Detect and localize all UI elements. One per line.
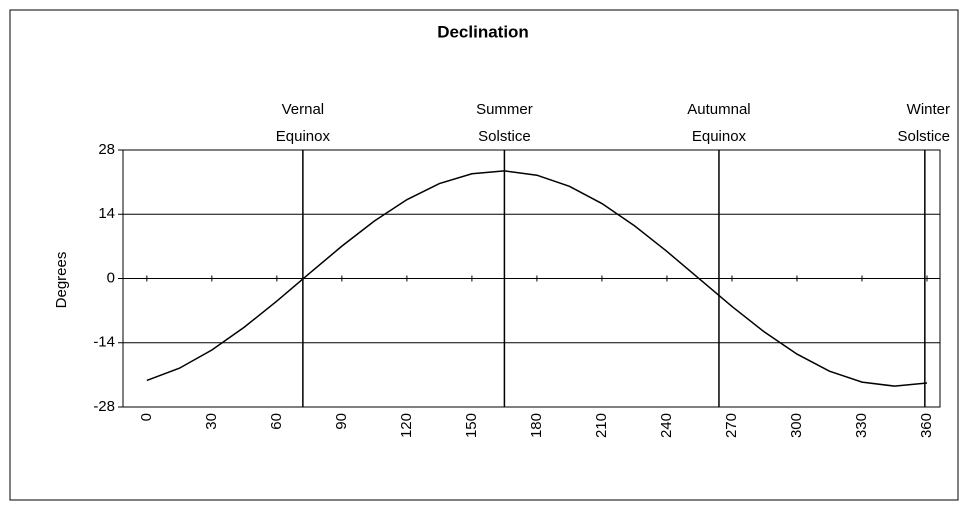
x-tick-label: 180 bbox=[528, 413, 545, 438]
x-tick-label: 0 bbox=[138, 413, 155, 421]
x-tick-label: 60 bbox=[268, 413, 285, 430]
y-tick-label: 28 bbox=[98, 141, 115, 158]
annotation-label: Autumnal bbox=[687, 101, 750, 118]
y-tick-label: -28 bbox=[93, 398, 115, 415]
annotation-label: Winter bbox=[907, 101, 950, 118]
chart-frame bbox=[9, 9, 959, 501]
y-tick-label: -14 bbox=[93, 334, 115, 351]
annotation-label: Summer bbox=[476, 101, 533, 118]
annotation-label: Solstice bbox=[897, 128, 950, 145]
annotation-label: Equinox bbox=[692, 128, 747, 145]
annotation-label: Solstice bbox=[478, 128, 531, 145]
y-tick-label: 0 bbox=[107, 269, 115, 286]
x-tick-label: 300 bbox=[788, 413, 805, 438]
x-tick-label: 210 bbox=[593, 413, 610, 438]
x-tick-label: 30 bbox=[203, 413, 220, 430]
x-tick-label: 270 bbox=[723, 413, 740, 438]
x-tick-label: 240 bbox=[658, 413, 675, 438]
y-tick-label: 14 bbox=[98, 205, 115, 222]
x-tick-label: 120 bbox=[398, 413, 415, 438]
series-line bbox=[146, 170, 928, 387]
chart-title: Declination bbox=[437, 22, 529, 41]
x-tick-label: 330 bbox=[853, 413, 870, 438]
x-tick-label: 90 bbox=[333, 413, 350, 430]
y-axis-label: Degrees bbox=[53, 252, 70, 309]
annotation-label: Vernal bbox=[282, 101, 325, 118]
x-tick-label: 150 bbox=[463, 413, 480, 438]
annotation-label: Equinox bbox=[276, 128, 331, 145]
x-tick-label: 360 bbox=[918, 413, 935, 438]
